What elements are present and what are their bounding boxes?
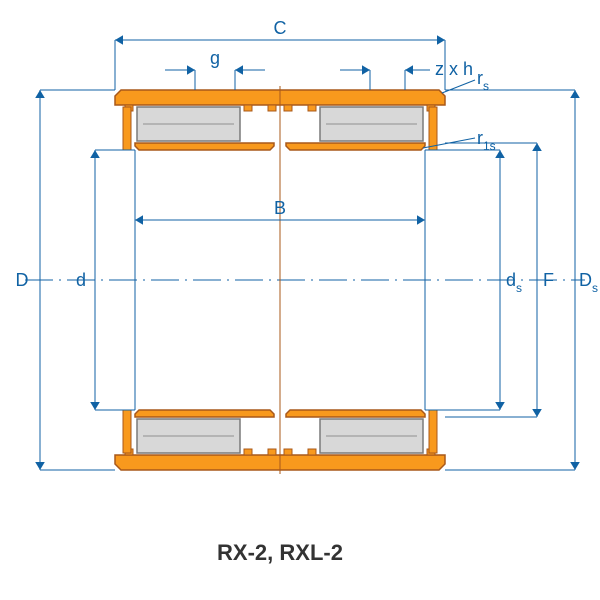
label-r1s: r1s — [477, 128, 496, 153]
label-D: D — [16, 270, 29, 290]
label-ds: ds — [506, 270, 522, 295]
label-C: C — [274, 18, 287, 38]
label-d: d — [76, 270, 86, 290]
label-rs: rs — [477, 68, 489, 93]
label-Ds: Ds — [579, 270, 598, 295]
bearing-section-diagram: Cg z x h B Dd ds F Ds rs r1s RX-2, RXL-2 — [0, 0, 600, 600]
label-F: F — [543, 270, 554, 290]
label-g: g — [210, 48, 220, 68]
label-B: B — [274, 198, 286, 218]
label-zxh: z x h — [435, 59, 473, 79]
diagram-title: RX-2, RXL-2 — [217, 540, 343, 565]
